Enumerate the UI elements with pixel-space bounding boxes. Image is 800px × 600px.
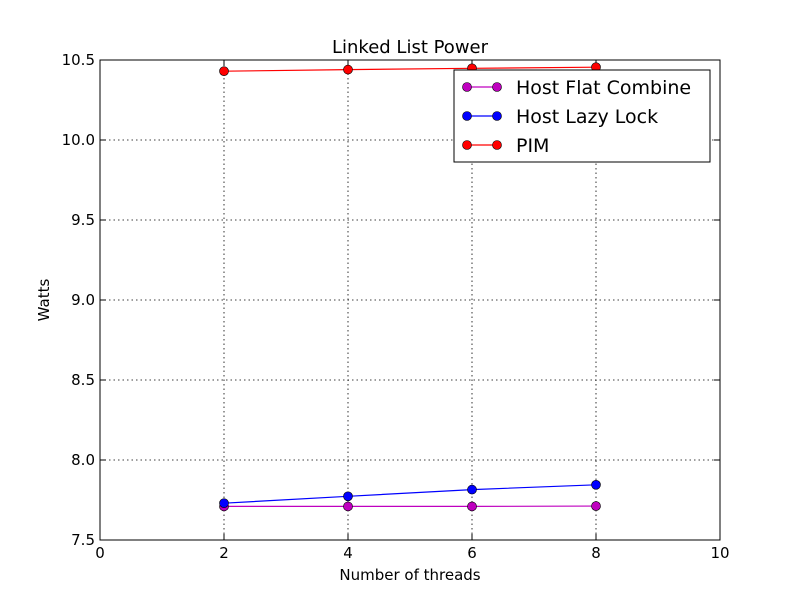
legend-marker <box>492 140 502 150</box>
chart-title: Linked List Power <box>332 37 489 58</box>
x-tick-label: 6 <box>467 544 477 562</box>
legend-item: Host Lazy Lock <box>462 106 658 128</box>
x-tick-label: 0 <box>95 544 105 562</box>
series-host-lazy-lock <box>219 479 601 509</box>
legend-marker <box>462 82 472 92</box>
legend-marker <box>492 82 502 92</box>
data-point <box>219 498 229 509</box>
y-tick-label: 7.5 <box>71 531 95 549</box>
series-group <box>219 62 601 512</box>
y-tick-label: 10.0 <box>62 131 95 149</box>
data-point <box>343 64 353 75</box>
legend-marker <box>492 111 502 121</box>
series-line <box>223 66 597 72</box>
legend-label: Host Lazy Lock <box>516 106 658 128</box>
series-host-flat-combine <box>219 501 601 512</box>
y-axis-title: Watts <box>35 279 53 322</box>
y-tick-label: 9.5 <box>71 211 95 229</box>
y-tick-label: 8.5 <box>71 371 95 389</box>
grid <box>100 60 720 540</box>
legend-label: PIM <box>516 135 549 157</box>
data-point <box>591 501 601 511</box>
legend-item: PIM <box>462 135 549 157</box>
data-point <box>591 479 601 490</box>
x-tick-label: 2 <box>219 544 229 562</box>
data-point <box>219 66 229 76</box>
y-tick-label: 10.5 <box>62 51 95 69</box>
series-line <box>223 484 597 504</box>
legend-label: Host Flat Combine <box>516 77 691 99</box>
y-tick-label: 8.0 <box>71 451 95 469</box>
data-point <box>343 501 353 512</box>
legend: Host Flat Combine Host Lazy Lock PIM <box>453 69 711 163</box>
x-tick-label: 4 <box>343 544 353 562</box>
x-tick-label: 8 <box>591 544 601 562</box>
axis-ticks: 0 2 4 6 8 10 7.5 8.0 8.5 9.0 9.5 10.0 10.5 <box>62 51 730 562</box>
data-point <box>467 484 477 495</box>
x-axis-title: Number of threads <box>339 566 480 584</box>
data-point <box>467 501 477 512</box>
data-point <box>343 491 353 502</box>
legend-marker <box>462 111 472 121</box>
y-tick-label: 9.0 <box>71 291 95 309</box>
legend-marker <box>462 140 472 150</box>
x-tick-label: 10 <box>710 544 729 562</box>
legend-item: Host Flat Combine <box>462 77 691 99</box>
